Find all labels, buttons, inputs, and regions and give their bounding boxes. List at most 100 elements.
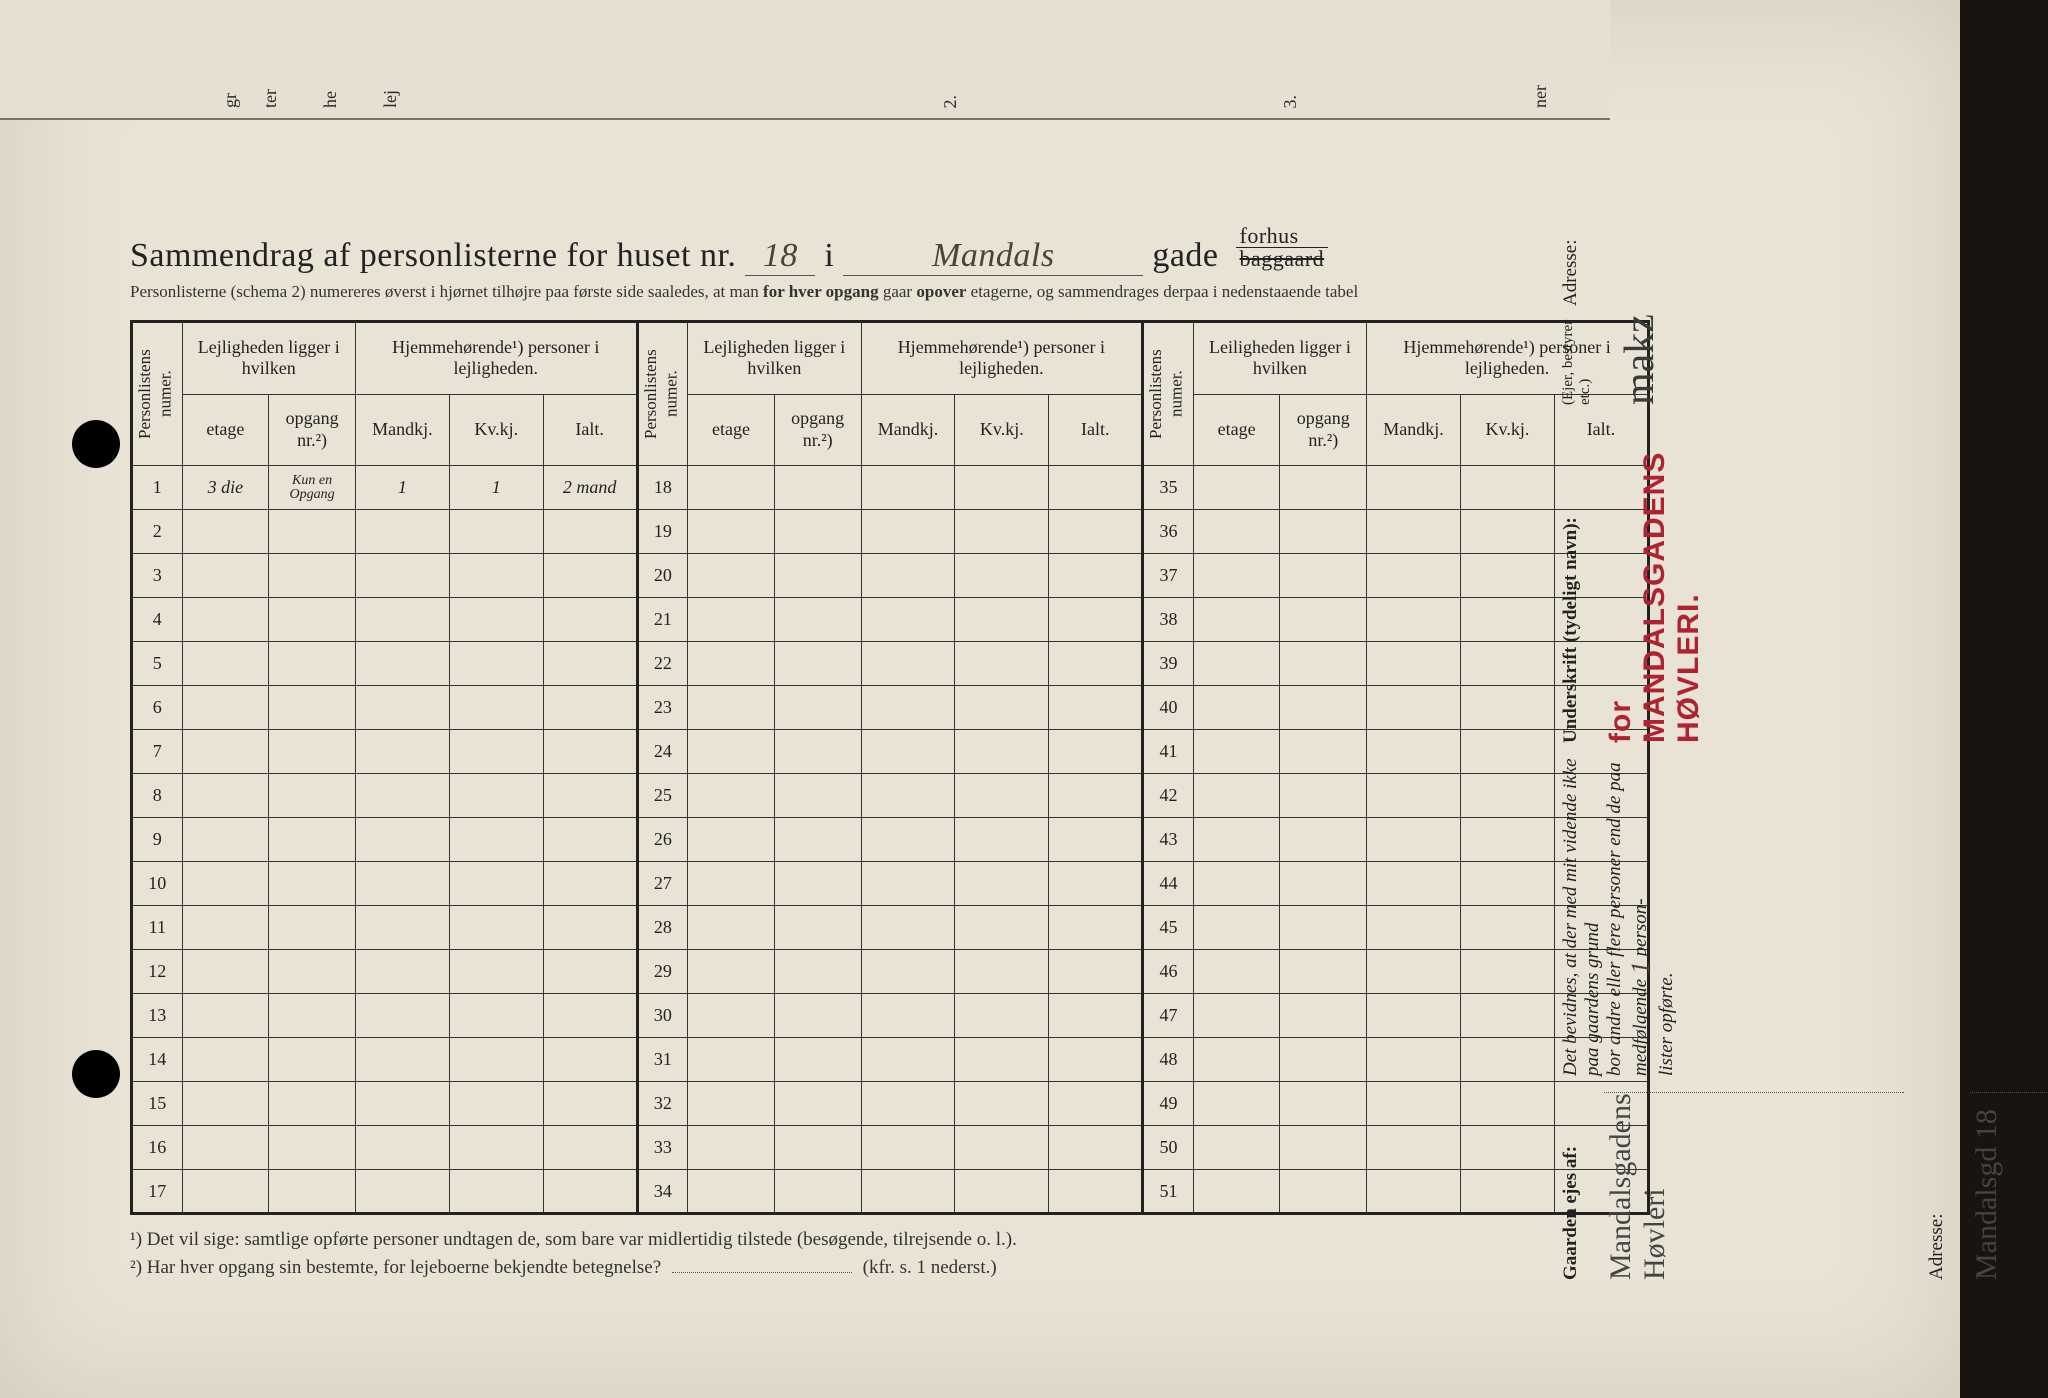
table-cell: [1461, 1126, 1555, 1170]
table-cell: [449, 994, 543, 1038]
stamp-text: for MANDALSGADENS HØVLERI.: [1604, 413, 1706, 742]
top-page-fragment: gr ter he lej 2. 3. ner: [0, 0, 1610, 120]
row-number: 3: [132, 554, 183, 598]
row-number: 15: [132, 1082, 183, 1126]
table-cell: [449, 510, 543, 554]
table-cell: [861, 1082, 955, 1126]
table-cell: [1280, 1170, 1367, 1214]
table-cell: [1193, 774, 1280, 818]
owner-column: Gaarden ejes af: Mandalsgadens Høvleri A…: [1560, 1092, 1598, 1280]
table-cell: [1367, 950, 1461, 994]
table-cell: [1193, 730, 1280, 774]
row-number: 9: [132, 818, 183, 862]
table-cell: 2 mand: [543, 466, 637, 510]
table-cell: [861, 466, 955, 510]
forhus-label: forhus: [1236, 225, 1329, 248]
table-row: 133047: [132, 994, 1649, 1038]
table-cell: [1280, 950, 1367, 994]
attestation-text: Det bevidnes, at der med mit vidende ikk…: [1560, 751, 1620, 1076]
table-cell: [688, 510, 775, 554]
row-number: 47: [1143, 994, 1194, 1038]
col-opgang: opgang nr.²): [1280, 394, 1367, 465]
table-cell: [543, 906, 637, 950]
table-cell: [774, 950, 861, 994]
row-number: 43: [1143, 818, 1194, 862]
table-cell: [1280, 510, 1367, 554]
row-number: 46: [1143, 950, 1194, 994]
table-cell: [774, 1126, 861, 1170]
table-cell: [688, 1170, 775, 1214]
table-cell: [1367, 686, 1461, 730]
row-number: 21: [637, 598, 688, 642]
table-cell: [688, 554, 775, 598]
table-cell: [269, 906, 356, 950]
bevid-line2: bor andre eller flere personer end de pa…: [1604, 751, 1656, 1076]
table-cell: [269, 554, 356, 598]
bevid-c: person-: [1630, 898, 1651, 956]
row-number: 42: [1143, 774, 1194, 818]
table-cell: [861, 994, 955, 1038]
table-cell: [1461, 1170, 1555, 1214]
table-cell: [688, 950, 775, 994]
table-cell: [182, 862, 269, 906]
table-cell: [861, 598, 955, 642]
table-cell: [1049, 554, 1143, 598]
table-cell: [355, 862, 449, 906]
table-cell: [543, 642, 637, 686]
punch-hole: [72, 1050, 120, 1098]
table-cell: [861, 1170, 955, 1214]
table-cell: [774, 642, 861, 686]
table-cell: [1280, 1038, 1367, 1082]
table-cell: [355, 994, 449, 1038]
table-cell: [688, 686, 775, 730]
table-cell: [1367, 1170, 1461, 1214]
table-cell: [543, 1126, 637, 1170]
table-cell: [1049, 862, 1143, 906]
table-cell: [1049, 1038, 1143, 1082]
table-cell: [1193, 862, 1280, 906]
table-cell: [1049, 510, 1143, 554]
table-cell: [1193, 950, 1280, 994]
table-cell: [182, 554, 269, 598]
col-mandkj: Mandkj.: [861, 394, 955, 465]
table-cell: [1461, 994, 1555, 1038]
table-cell: [1193, 1038, 1280, 1082]
col-kvkj: Kv.kj.: [1461, 394, 1555, 465]
col-hjem: Hjemmehørende¹) personer i lejligheden.: [355, 322, 637, 395]
punch-hole: [72, 420, 120, 468]
row-number: 1: [132, 466, 183, 510]
table-cell: [1193, 1126, 1280, 1170]
table-cell: [1049, 642, 1143, 686]
table-cell: [1461, 466, 1555, 510]
table-cell: [955, 510, 1049, 554]
table-cell: [1280, 862, 1367, 906]
col-etage: etage: [1193, 394, 1280, 465]
table-cell: [182, 1126, 269, 1170]
table-cell: [861, 774, 955, 818]
row-number: 48: [1143, 1038, 1194, 1082]
table-cell: [449, 730, 543, 774]
table-cell: [1461, 642, 1555, 686]
house-number: 18: [745, 237, 815, 276]
table-cell: [355, 1126, 449, 1170]
table-row: 21936: [132, 510, 1649, 554]
underskrift-label: Underskrift (tydeligt navn):: [1560, 413, 1582, 742]
col-numer: Personlistens numer.: [641, 329, 682, 459]
row-number: 32: [637, 1082, 688, 1126]
table-cell: [269, 642, 356, 686]
footnotes: ¹) Det vil sige: samtlige opførte person…: [130, 1229, 1650, 1279]
table-cell: [1367, 642, 1461, 686]
col-mandkj: Mandkj.: [1367, 394, 1461, 465]
table-cell: [1049, 950, 1143, 994]
table-cell: [1280, 994, 1367, 1038]
table-cell: [955, 950, 1049, 994]
table-cell: [774, 1082, 861, 1126]
table-cell: [182, 1170, 269, 1214]
table-cell: [1367, 1038, 1461, 1082]
table-cell: [449, 774, 543, 818]
table-cell: [1461, 1038, 1555, 1082]
table-cell: [1193, 642, 1280, 686]
col-lejlighed: Lejligheden ligger i hvilken: [182, 322, 355, 395]
table-cell: [182, 906, 269, 950]
title-prefix: Sammendrag af personlisterne for huset n…: [130, 237, 736, 274]
